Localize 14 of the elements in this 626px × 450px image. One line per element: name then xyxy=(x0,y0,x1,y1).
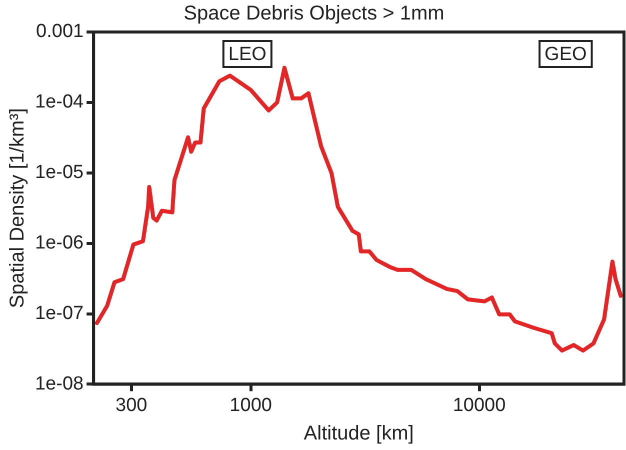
chart-title: Space Debris Objects > 1mm xyxy=(184,2,444,25)
y-tick-label: 1e-06 xyxy=(34,232,84,254)
annotation: LEO xyxy=(228,44,266,66)
y-tick-label: 1e-08 xyxy=(34,373,84,394)
y-tick-label: 1e-07 xyxy=(34,302,84,324)
x-tick-label: 10000 xyxy=(452,394,506,416)
x-tick-label: 1000 xyxy=(230,394,272,416)
y-tick-label: 1e-05 xyxy=(34,162,84,184)
y-axis-title: Spatial Density [1/km³] xyxy=(6,108,29,308)
annotation: GEO xyxy=(544,44,587,66)
y-tick-label: 0.001 xyxy=(36,21,84,42)
y-tick-label: 1e-04 xyxy=(34,92,84,113)
x-tick-label: 300 xyxy=(116,394,148,416)
x-axis-title: Altitude [km] xyxy=(304,422,414,445)
